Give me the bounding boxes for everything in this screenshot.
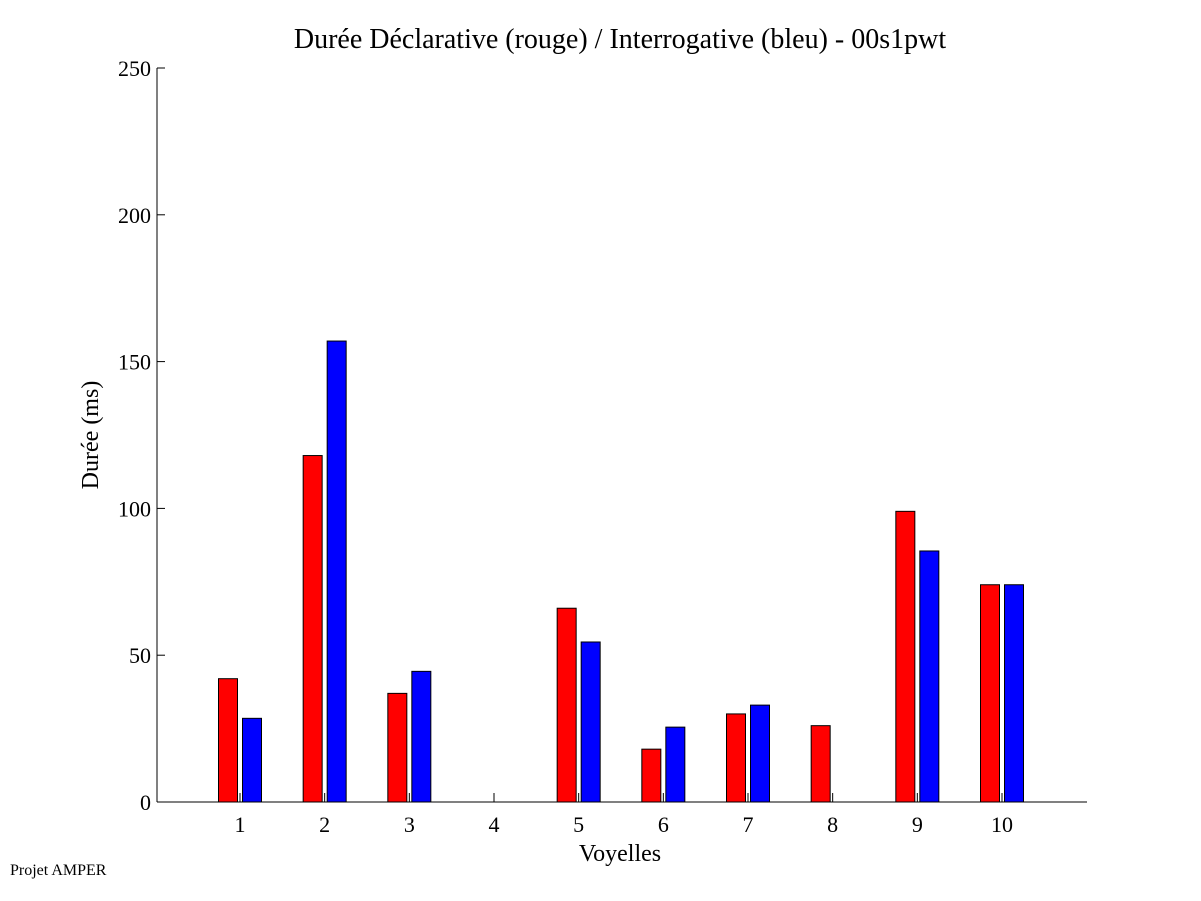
bar-declarative-3 [387, 692, 408, 803]
bar-interrogative-10 [1004, 584, 1024, 803]
y-tick-label: 50 [129, 643, 151, 668]
bar-interrogative-1 [242, 717, 262, 803]
y-tick-label: 100 [118, 496, 151, 521]
x-tick-label: 9 [912, 812, 923, 837]
bar-interrogative-5 [580, 641, 601, 803]
bar-interrogative-2 [326, 340, 347, 803]
x-tick-label: 5 [573, 812, 584, 837]
x-tick-label: 1 [235, 812, 246, 837]
y-ticks: 0 50 100 150 200 250 [118, 56, 165, 815]
x-tick-label: 4 [489, 812, 500, 837]
y-tick-label: 150 [118, 350, 151, 375]
bar-declarative-7 [726, 713, 746, 803]
x-tick-label: 8 [827, 812, 838, 837]
x-tick-label: 2 [319, 812, 330, 837]
footer-note: Projet AMPER [10, 862, 107, 879]
y-tick-label: 200 [118, 203, 151, 228]
bar-interrogative-9 [919, 550, 940, 803]
bar-interrogative-7 [750, 704, 770, 803]
x-tick-label: 7 [743, 812, 754, 837]
bar-declarative-9 [895, 510, 916, 803]
x-ticks: 1 2 3 4 5 6 7 8 9 10 [235, 793, 1013, 837]
bar-declarative-5 [556, 607, 577, 803]
x-tick-label: 6 [658, 812, 669, 837]
x-axis-label: Voyelles [579, 841, 661, 867]
bar-declarative-10 [980, 584, 1000, 803]
y-axis-label: Durée (ms) [78, 381, 104, 490]
bar-declarative-2 [302, 455, 323, 803]
bar-declarative-1 [218, 678, 238, 803]
bar-interrogative-6 [665, 726, 686, 803]
bar-declarative-6 [641, 748, 662, 803]
chart-title: Durée Déclarative (rouge) / Interrogativ… [294, 24, 946, 55]
bar-declarative-8 [810, 725, 831, 803]
axes-group [156, 68, 1087, 803]
bars-group [218, 340, 1024, 803]
y-tick-label: 250 [118, 56, 151, 81]
bar-interrogative-3 [411, 670, 432, 803]
y-tick-label: 0 [140, 790, 151, 815]
x-tick-label: 10 [991, 812, 1013, 837]
x-tick-label: 3 [404, 812, 415, 837]
